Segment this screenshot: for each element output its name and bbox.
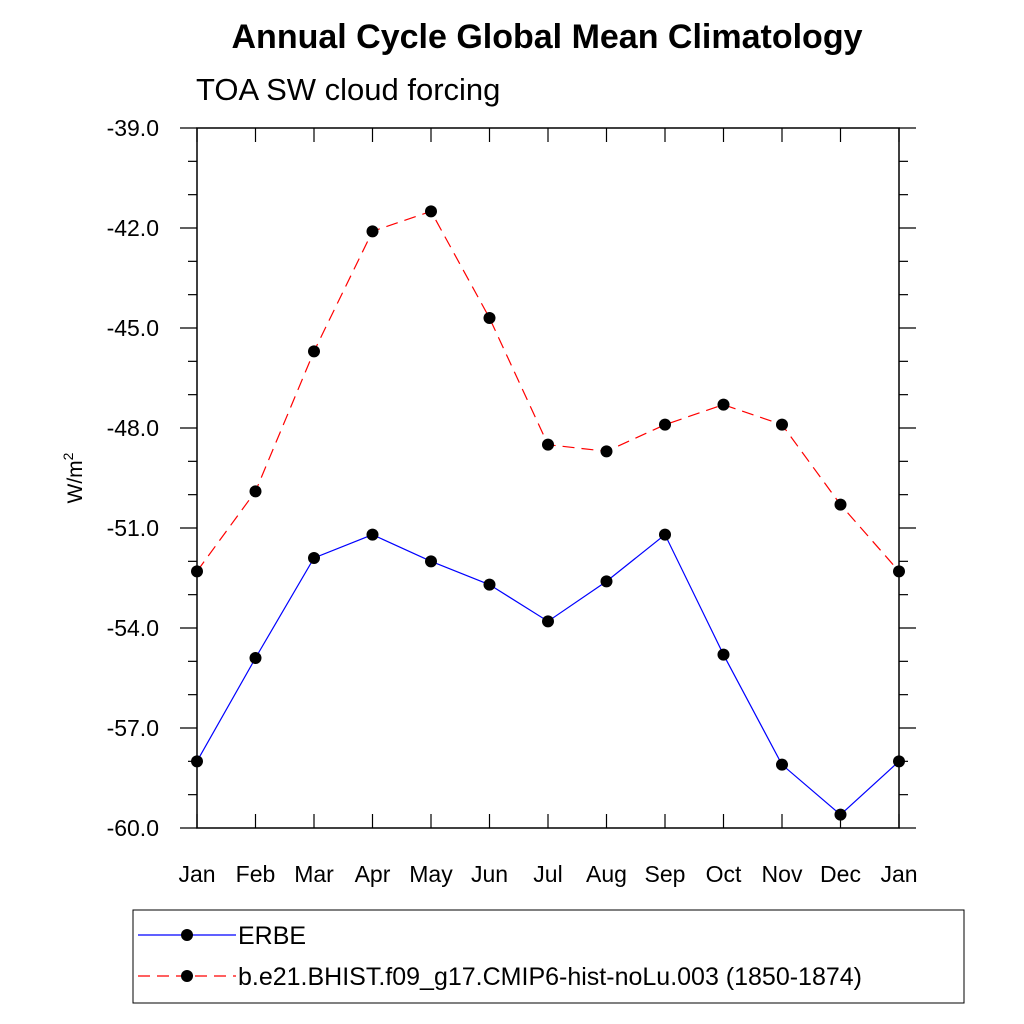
x-tick-label: Jun	[471, 861, 508, 887]
series-1-point	[425, 205, 437, 218]
y-axis-label-superscript: 2	[60, 452, 76, 460]
series-line-1	[196, 210, 900, 572]
y-tick-label: -60.0	[107, 815, 159, 841]
series-1-point	[249, 485, 262, 498]
x-tick-label: Apr	[355, 861, 391, 887]
series-1-point	[834, 498, 847, 511]
series-1-point	[366, 225, 379, 238]
x-axis-ticks	[196, 128, 900, 828]
x-tick-label: Dec	[820, 861, 861, 887]
series-1-point	[659, 418, 671, 431]
series-0-point	[483, 578, 496, 591]
y-tick-label: -42.0	[107, 215, 159, 241]
y-axis-label: W/m2	[60, 452, 87, 503]
x-tick-label: Aug	[586, 861, 627, 887]
plot-frame	[196, 127, 900, 829]
y-tick-label: -57.0	[107, 715, 159, 741]
series-0-point	[893, 755, 905, 768]
series-1-point	[776, 418, 788, 431]
series-0-point	[834, 808, 847, 821]
y-tick-label: -51.0	[107, 515, 159, 541]
series-1-point	[191, 565, 203, 578]
series-1-point	[600, 445, 613, 458]
series-0-point	[717, 648, 730, 661]
series-1-point	[483, 312, 496, 324]
x-tick-label: Jul	[533, 861, 562, 887]
x-tick-label: Jan	[880, 861, 917, 887]
x-tick-label: Nov	[762, 861, 803, 887]
series-1-point	[717, 398, 730, 411]
y-tick-label: -54.0	[107, 615, 159, 641]
y-axis-label-text: W/m	[64, 460, 87, 503]
y-tick-label: -39.0	[107, 115, 159, 141]
series-0-point	[308, 552, 320, 564]
legend-marker-erbe	[181, 929, 193, 941]
legend: ERBE b.e21.BHIST.f09_g17.CMIP6-hist-noLu…	[132, 909, 965, 1004]
series-0-point	[249, 652, 262, 664]
series-1-point	[308, 345, 320, 358]
x-tick-label: Feb	[236, 861, 276, 887]
y-tick-label: -48.0	[107, 415, 159, 441]
x-tick-label: May	[409, 861, 453, 887]
legend-marker-model	[181, 970, 193, 982]
series-0-point	[659, 528, 671, 541]
y-axis-ticks	[180, 127, 916, 829]
chart-subtitle: TOA SW cloud forcing	[196, 72, 500, 107]
x-tick-label: Jan	[178, 861, 215, 887]
y-tick-label: -45.0	[107, 315, 159, 341]
series-0-point	[366, 528, 379, 541]
chart-title: Annual Cycle Global Mean Climatology	[232, 18, 863, 56]
series-1-point	[542, 438, 554, 451]
x-tick-label: Oct	[706, 861, 742, 887]
y-axis-labels: -39.0 -42.0 -45.0 -48.0 -51.0 -54.0 -57.0 -60.0	[107, 115, 159, 841]
series-0-point	[600, 575, 613, 588]
x-axis-labels: Jan Feb Mar Apr May Jun Jul Aug Sep Oct Nov Dec Jan	[178, 861, 917, 887]
legend-label-model: b.e21.BHIST.f09_g17.CMIP6-hist-noLu.003 …	[238, 963, 862, 991]
series-1-point	[893, 565, 905, 578]
legend-label-erbe: ERBE	[238, 922, 306, 950]
series-line-0	[196, 533, 900, 816]
series-0-point	[542, 615, 554, 628]
series-0-point	[425, 555, 437, 568]
x-tick-label: Mar	[294, 861, 334, 887]
legend-box	[132, 909, 965, 1004]
series-layer	[191, 205, 905, 821]
series-0-point	[776, 758, 788, 771]
series-0-point	[191, 755, 203, 768]
x-tick-label: Sep	[645, 861, 686, 887]
